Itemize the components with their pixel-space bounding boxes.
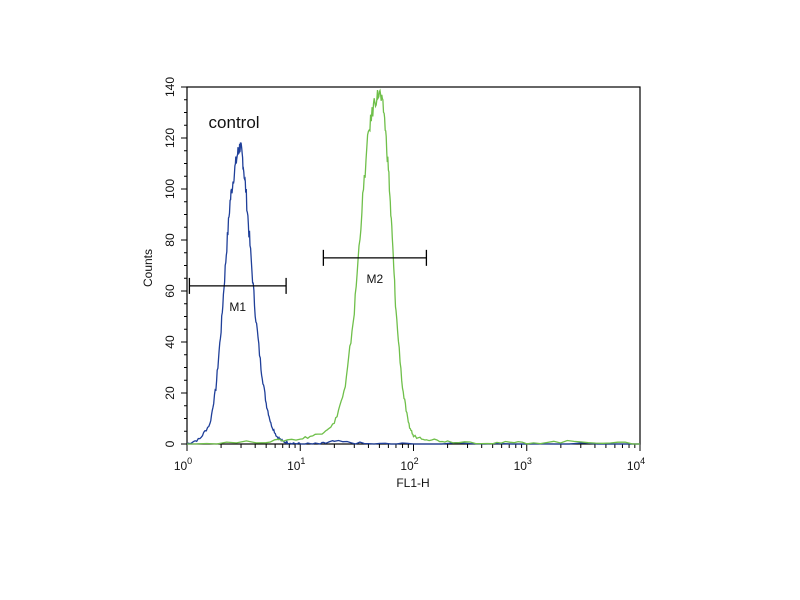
y-tick-label: 100 (163, 179, 177, 199)
y-tick-label: 60 (163, 284, 177, 298)
y-tick-label: 80 (163, 233, 177, 247)
y-axis-title: Counts (141, 249, 155, 287)
y-tick-label: 20 (163, 386, 177, 400)
marker-group: M1 M2 (188, 249, 428, 314)
x-tick-label: 101 (287, 456, 305, 473)
x-tick-label: 100 (174, 456, 192, 473)
marker-m2-label: M2 (367, 272, 384, 286)
series-group (186, 88, 640, 445)
x-tick-label: 102 (400, 456, 418, 473)
plot-frame (186, 86, 641, 445)
series-1-line (186, 142, 640, 445)
marker-m1-label: M1 (229, 300, 246, 314)
y-tick-label: 140 (163, 77, 177, 97)
annotation-control: control (209, 113, 260, 132)
series-2-line (186, 88, 640, 445)
x-tick-label: 104 (627, 456, 645, 473)
y-tick-label: 40 (163, 335, 177, 349)
y-tick-label: 0 (163, 440, 177, 447)
x-tick-label: 103 (514, 456, 532, 473)
x-axis: 100 101 102 103 104 (174, 444, 645, 473)
x-axis-title: FL1-H (396, 476, 429, 490)
y-axis: 0 20 40 60 80 100 120 140 (163, 77, 187, 447)
y-tick-label: 120 (163, 128, 177, 148)
